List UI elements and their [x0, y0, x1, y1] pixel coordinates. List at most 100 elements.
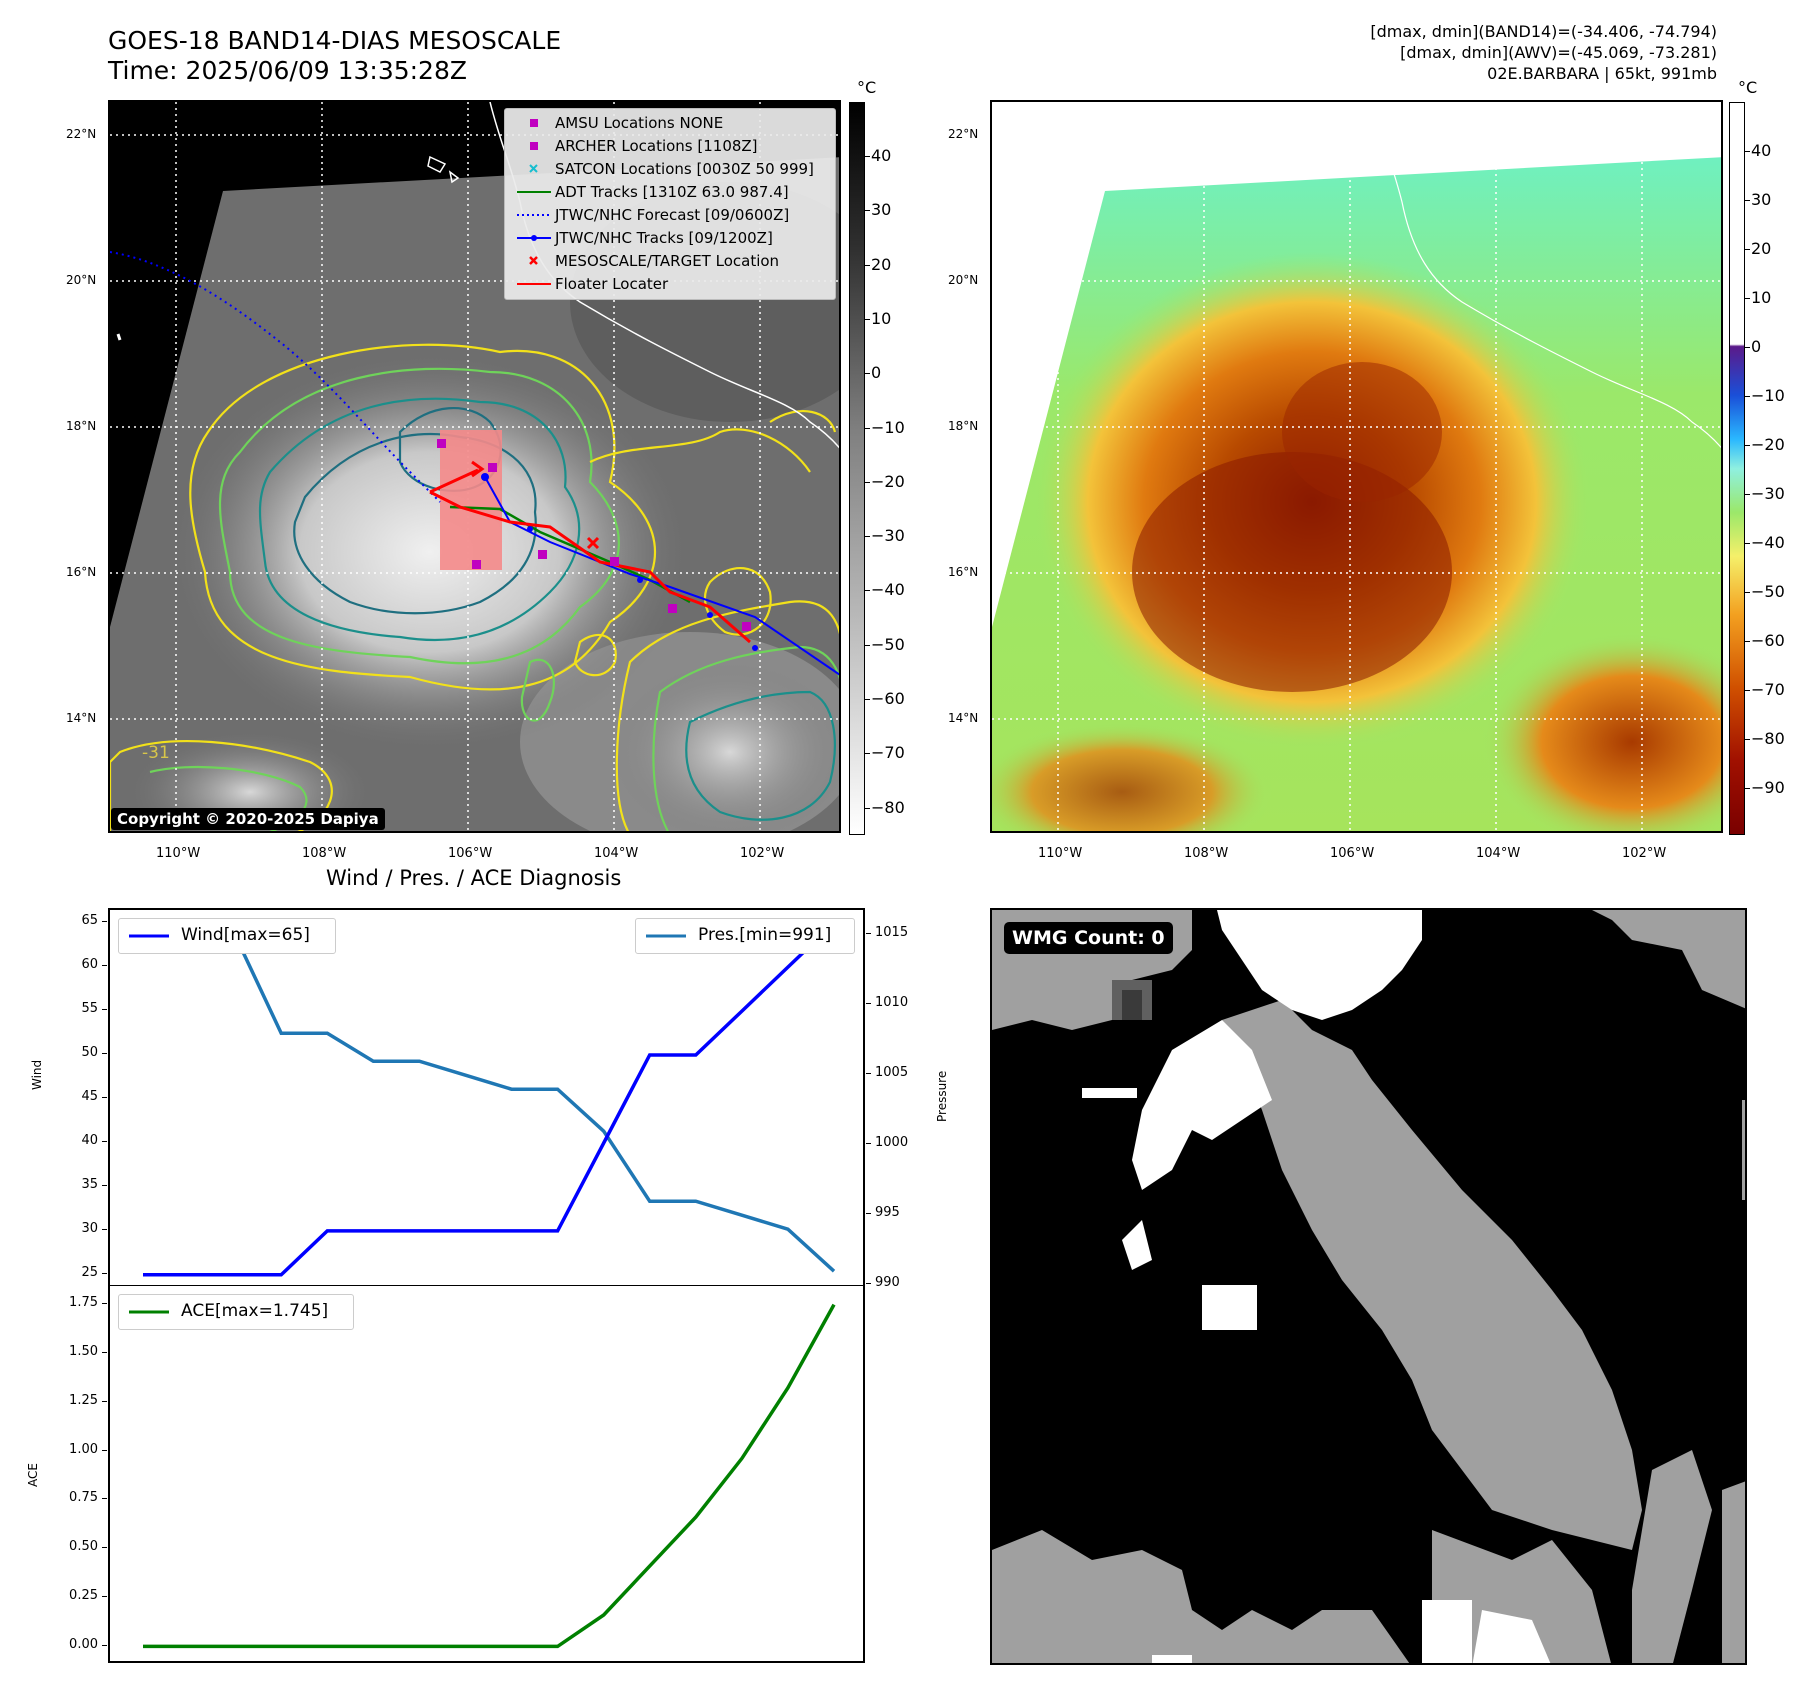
colorbar-tick-mark — [865, 481, 870, 483]
steelblue-line-icon — [646, 934, 686, 938]
target-marker — [586, 536, 600, 550]
wind-tick-label: 25 — [81, 1264, 98, 1280]
blue-line-dot-icon — [517, 235, 551, 241]
lat-label: 22°N — [66, 127, 97, 141]
ace-tick-label-mark — [102, 1351, 107, 1353]
copyright-label: Copyright © 2020-2025 Dapiya — [111, 808, 385, 830]
lat-label: 20°N — [66, 273, 97, 287]
wmg-panel: WMG Count: 0 — [990, 908, 1747, 1665]
lon-label: 110°W — [1038, 846, 1083, 861]
colorbar-tick: 0 — [871, 363, 882, 383]
pressure-axis-label: Pressure — [935, 1070, 949, 1122]
ace-tick-label: 0.25 — [69, 1588, 98, 1604]
magenta-square-icon — [530, 119, 538, 127]
lon-label: 104°W — [594, 846, 639, 861]
magenta-square-icon — [530, 142, 538, 150]
colorbar-tick: 20 — [1751, 239, 1772, 258]
colorbar-tick-mark — [865, 373, 870, 375]
wind-tick-label: 30 — [81, 1220, 98, 1236]
green-line-icon — [129, 1310, 169, 1314]
lon-label: 106°W — [1330, 846, 1375, 861]
colorbar-tick: 40 — [871, 146, 892, 165]
ace-series-line — [143, 1303, 836, 1649]
colorbar-tick-mark — [1745, 298, 1750, 299]
lon-label: 102°W — [740, 846, 785, 861]
wind-tick-label: 55 — [81, 1001, 98, 1017]
diagnosis-title: Wind / Pres. / ACE Diagnosis — [326, 866, 622, 890]
awv-map — [992, 102, 1721, 831]
lat-label: 18°N — [948, 419, 979, 433]
wind-tick-label-mark — [102, 1097, 107, 1098]
colorbar-tick-mark — [1745, 739, 1750, 740]
pressure-series-line — [143, 933, 836, 1273]
lat-label: 22°N — [948, 127, 979, 141]
storm-cloud-shield — [170, 352, 690, 752]
wind-tick-label-mark — [102, 1009, 107, 1011]
wind-tick-label: 40 — [81, 1132, 98, 1148]
ace-tick-label-mark — [102, 1498, 107, 1500]
wind-tick-label-mark — [102, 1272, 107, 1274]
colorbar-tick: −30 — [871, 526, 905, 546]
wmg-gray-cells — [992, 910, 1745, 1663]
wind-tick-label: 65 — [81, 913, 98, 929]
colorbar-tick: −50 — [1751, 582, 1785, 601]
lat-label: 16°N — [948, 565, 979, 579]
pressure-tick-label: 1010 — [875, 995, 909, 1011]
wind-tick-label: 50 — [81, 1045, 98, 1061]
cyan-x-icon — [529, 164, 538, 173]
floater-box — [440, 430, 502, 570]
green-line-icon — [517, 191, 551, 193]
pressure-tick-label: 995 — [875, 1205, 900, 1221]
lon-label: 104°W — [1476, 846, 1521, 861]
colorbar-unit: °C — [857, 78, 877, 97]
red-x-icon — [529, 256, 538, 265]
colorbar-tick-mark — [865, 699, 870, 700]
colorbar-tick: 10 — [1751, 288, 1772, 307]
color-colorbar — [1729, 102, 1745, 835]
ace-tick-label-mark — [102, 1302, 107, 1304]
pressure-tick-label-mark — [866, 933, 871, 935]
colorbar-tick-mark — [865, 753, 870, 755]
ace-tick-label-mark — [102, 1645, 107, 1647]
ace-tick-label: 0.75 — [69, 1490, 98, 1506]
colorbar-tick: −80 — [1751, 729, 1785, 748]
pressure-tick-label-mark — [866, 1213, 871, 1215]
colorbar-tick-mark — [865, 536, 870, 538]
colorbar-tick-mark — [1745, 494, 1750, 495]
colorbar-tick-mark — [1745, 396, 1750, 397]
storm-info: 02E.BARBARA | 65kt, 991mb — [1487, 64, 1717, 83]
wind-pressure-chart — [143, 921, 836, 1277]
ace-chart — [143, 1303, 836, 1649]
colorbar-tick-mark — [865, 264, 870, 266]
band14-range: [dmax, dmin](BAND14)=(-34.406, -74.794) — [1370, 22, 1717, 41]
lat-label: 20°N — [948, 273, 979, 287]
colorbar-tick-mark — [1745, 200, 1750, 201]
wind-series-line — [143, 921, 836, 1277]
colorbar-tick-mark — [865, 427, 870, 429]
lat-label: 14°N — [66, 711, 97, 725]
pressure-tick-label-mark — [866, 1003, 871, 1005]
wind-tick-label-mark — [102, 921, 107, 923]
timestamp: Time: 2025/06/09 13:35:28Z — [108, 56, 467, 85]
wmg-map — [992, 910, 1745, 1663]
lon-label: 108°W — [302, 846, 347, 861]
wind-tick-label-mark — [102, 1053, 107, 1055]
lon-label: 106°W — [448, 846, 493, 861]
blue-dotted-line-icon — [517, 214, 551, 216]
colorbar-tick-mark — [1745, 592, 1750, 593]
grayscale-colorbar — [849, 102, 865, 835]
coastline — [1371, 102, 1721, 449]
colorbar-tick: −60 — [1751, 631, 1785, 650]
colorbar-tick: −80 — [871, 797, 905, 817]
colorbar-tick-mark — [865, 644, 870, 646]
wind-tick-label: 35 — [81, 1176, 98, 1192]
blue-line-icon — [129, 934, 169, 938]
lat-label: 16°N — [66, 565, 97, 579]
colorbar-tick: 20 — [871, 254, 892, 274]
colorbar-tick-mark — [1745, 347, 1750, 348]
colorbar-tick-mark — [1745, 249, 1750, 250]
pressure-tick-label-mark — [866, 1143, 871, 1145]
map-legend: AMSU Locations NONE ARCHER Locations [11… — [504, 108, 836, 300]
colorbar-tick-mark — [1745, 151, 1750, 152]
wind-legend: Wind[max=65] — [118, 918, 336, 954]
